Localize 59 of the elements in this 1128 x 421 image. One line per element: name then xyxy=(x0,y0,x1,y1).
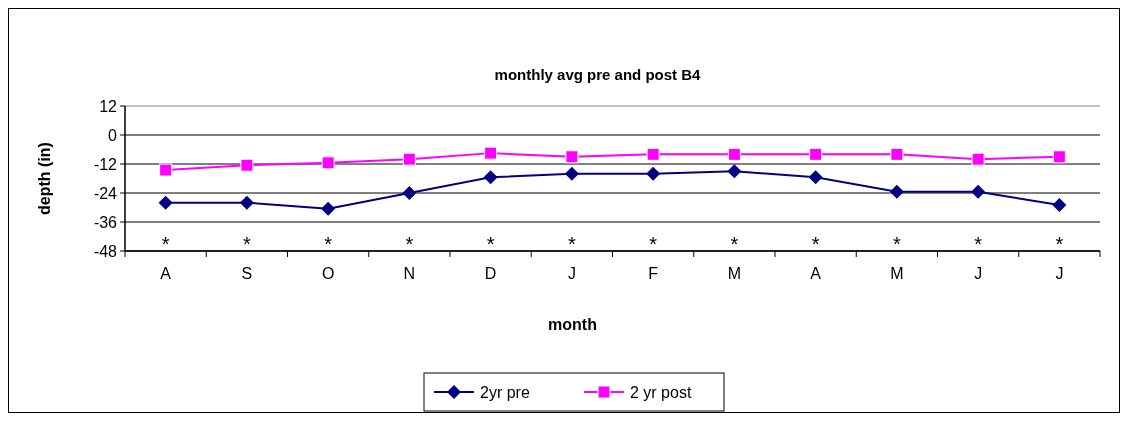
point xyxy=(889,184,904,199)
point xyxy=(971,184,986,199)
x-tick-label: A xyxy=(160,265,172,282)
annotation: * xyxy=(892,233,901,255)
point xyxy=(646,166,661,181)
y-tick-label: -24 xyxy=(93,184,118,202)
x-tick-label: J xyxy=(1055,265,1064,282)
point xyxy=(159,163,173,177)
point xyxy=(321,201,336,216)
x-axis-title: month xyxy=(548,316,597,333)
point xyxy=(809,147,823,161)
point xyxy=(158,195,173,210)
point xyxy=(727,164,742,179)
x-tick-label: M xyxy=(890,265,904,282)
point xyxy=(240,158,254,172)
point xyxy=(565,150,579,164)
annotation: * xyxy=(974,233,983,255)
y-tick-label: -36 xyxy=(93,213,118,231)
point xyxy=(727,147,741,161)
point xyxy=(808,170,823,185)
point xyxy=(321,156,335,170)
x-tick-label: D xyxy=(484,265,497,282)
point xyxy=(402,186,417,200)
x-tick-label: J xyxy=(974,265,983,282)
annotation: * xyxy=(730,233,739,255)
y-tick-label: 12 xyxy=(99,97,118,115)
point xyxy=(971,152,985,166)
annotation: * xyxy=(242,233,251,255)
annotation: * xyxy=(324,233,333,255)
point xyxy=(402,152,416,166)
point xyxy=(646,147,660,161)
point xyxy=(564,166,579,181)
y-tick-label: 0 xyxy=(108,126,118,144)
y-tick-label: -12 xyxy=(93,155,118,173)
x-tick-label: J xyxy=(567,265,576,282)
y-axis-title: depth (in) xyxy=(36,142,53,215)
y-tick-label: -48 xyxy=(93,242,118,260)
annotation: * xyxy=(161,233,170,255)
annotation: * xyxy=(567,233,576,255)
point xyxy=(484,146,498,160)
point xyxy=(1052,150,1066,164)
annotation: * xyxy=(1055,233,1064,255)
x-tick-label: F xyxy=(648,265,659,282)
legend-label: 2 yr post xyxy=(630,383,692,401)
annotation: * xyxy=(486,233,495,255)
annotation: * xyxy=(405,233,414,255)
x-tick-label: S xyxy=(241,265,253,282)
x-tick-label: O xyxy=(321,265,335,282)
x-tick-label: N xyxy=(403,265,416,282)
point xyxy=(890,147,904,161)
annotation: * xyxy=(811,233,820,255)
point xyxy=(1052,198,1067,213)
point xyxy=(239,195,254,210)
annotation: * xyxy=(649,233,658,255)
chart-title: monthly avg pre and post B4 xyxy=(494,66,702,83)
point xyxy=(483,170,498,185)
x-tick-label: A xyxy=(810,265,822,282)
x-tick-label: M xyxy=(727,265,742,282)
legend-label: 2yr pre xyxy=(480,383,530,401)
